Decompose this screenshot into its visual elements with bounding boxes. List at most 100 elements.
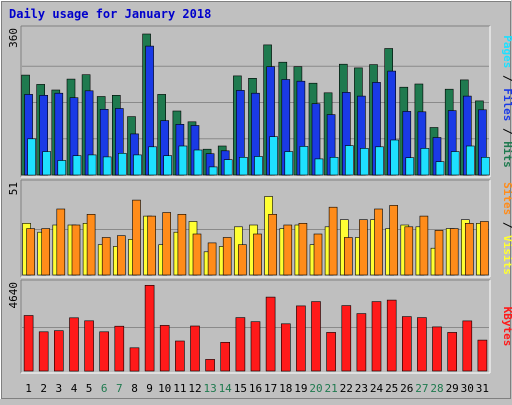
bar-sites-day-25 (389, 205, 399, 276)
side-label-part: Pages (501, 35, 512, 68)
bar-pages-day-19 (299, 146, 309, 176)
bar-sites-day-18 (283, 224, 293, 276)
day-label-20: 20 (309, 382, 322, 395)
bar-sites-day-24 (374, 208, 383, 276)
bar-sites-day-11 (177, 214, 187, 276)
bar-kbytes-day-23 (356, 313, 367, 372)
y-max-label: 360 (7, 28, 20, 48)
chart-title: Daily usage for January 2018 (9, 7, 211, 21)
bar-sites-day-21 (328, 206, 338, 276)
day-label-31: 31 (476, 382, 489, 395)
bar-pages-day-3 (57, 160, 67, 176)
bar-sites-day-5 (86, 214, 96, 276)
day-label-4: 4 (71, 382, 78, 395)
bar-kbytes-day-17 (265, 296, 276, 372)
bar-kbytes-day-10 (159, 325, 170, 372)
panel-traffic: 360 Pages / Files / Hits (7, 25, 512, 178)
bar-pages-day-4 (72, 155, 82, 176)
bar-sites-day-31 (480, 221, 489, 276)
day-label-29: 29 (446, 382, 459, 395)
bar-sites-day-3 (56, 208, 66, 276)
bar-sites-day-19 (298, 223, 308, 276)
bar-pages-day-14 (223, 159, 233, 176)
bar-kbytes-day-11 (175, 340, 185, 372)
day-label-27: 27 (415, 382, 428, 395)
side-series-label: KBytes (501, 307, 512, 347)
day-label-13: 13 (203, 382, 216, 395)
bar-kbytes-day-16 (250, 321, 261, 372)
day-label-17: 17 (264, 382, 277, 395)
day-label-11: 11 (173, 382, 186, 395)
bar-sites-day-29 (449, 228, 459, 276)
bar-pages-day-21 (329, 157, 339, 176)
day-axis-labels: 1 2 3 4 5 6 7 8 9 10 11 12 13 14 15 16 17 18 19 20 21 22 23 24 2… (25, 382, 489, 395)
day-label-25: 25 (385, 382, 398, 395)
bar-pages-day-8 (133, 154, 142, 176)
side-label-part: / (501, 121, 512, 141)
side-series-label: Sites / Visits (501, 182, 512, 275)
bar-kbytes-day-4 (69, 317, 79, 372)
day-label-23: 23 (355, 382, 368, 395)
bar-sites-day-14 (222, 237, 232, 276)
side-series-label: Pages / Files / Hits (501, 35, 512, 168)
bar-sites-day-23 (359, 219, 368, 276)
day-label-12: 12 (188, 382, 201, 395)
bar-kbytes-day-8 (129, 347, 140, 372)
day-label-7: 7 (116, 382, 123, 395)
bar-sites-day-4 (71, 224, 81, 276)
bar-sites-day-1 (26, 228, 35, 276)
bar-sites-day-6 (101, 237, 111, 276)
day-label-18: 18 (279, 382, 292, 395)
bar-kbytes-day-25 (386, 299, 397, 372)
side-label-part: / (501, 215, 512, 235)
day-label-16: 16 (249, 382, 262, 395)
day-label-2: 2 (40, 382, 47, 395)
frame-shadow (1, 1, 511, 399)
bar-pages-day-16 (254, 156, 263, 176)
bar-pages-day-18 (284, 151, 294, 176)
day-label-15: 15 (234, 382, 247, 395)
day-label-3: 3 (55, 382, 62, 395)
bar-sites-day-30 (464, 223, 474, 276)
bar-pages-day-12 (193, 149, 203, 176)
day-label-14: 14 (219, 382, 233, 395)
day-label-1: 1 (25, 382, 32, 395)
bar-pages-day-28 (435, 161, 445, 176)
panel-visits: 51 Sites / Visits (7, 179, 512, 278)
bar-kbytes-day-9 (144, 284, 155, 372)
day-label-5: 5 (86, 382, 93, 395)
bar-kbytes-day-2 (38, 331, 49, 372)
bar-pages-day-27 (420, 148, 430, 176)
chart-panels: 360 Pages / Files / Hits 51 Sites / Visits 4… (7, 25, 512, 374)
day-label-24: 24 (370, 382, 384, 395)
bar-pages-day-11 (178, 145, 188, 176)
bar-kbytes-day-15 (235, 317, 246, 372)
side-label-part: Files (501, 88, 512, 121)
bar-pages-day-30 (465, 145, 475, 176)
bar-pages-day-24 (375, 146, 384, 176)
day-label-22: 22 (340, 382, 353, 395)
bar-pages-day-5 (87, 154, 97, 176)
bar-pages-day-31 (481, 157, 490, 176)
day-label-19: 19 (294, 382, 307, 395)
bar-kbytes-day-28 (432, 326, 442, 372)
y-max-label: 51 (7, 182, 20, 195)
bar-sites-day-15 (238, 244, 247, 276)
bar-sites-day-27 (419, 215, 429, 276)
side-label-part: Hits (501, 141, 512, 168)
bar-kbytes-day-30 (462, 320, 473, 372)
bar-pages-day-23 (360, 148, 369, 176)
bar-kbytes-day-19 (296, 305, 306, 372)
bar-kbytes-day-24 (371, 301, 382, 372)
bar-pages-day-22 (344, 145, 354, 176)
side-label-part: Visits (501, 235, 512, 275)
bar-sites-day-7 (117, 235, 126, 276)
bar-sites-day-26 (404, 226, 414, 276)
bar-sites-day-12 (192, 233, 202, 276)
bar-kbytes-day-3 (53, 330, 64, 372)
bar-kbytes-day-5 (84, 320, 94, 372)
bar-sites-day-10 (162, 212, 171, 276)
day-label-8: 8 (131, 382, 138, 395)
